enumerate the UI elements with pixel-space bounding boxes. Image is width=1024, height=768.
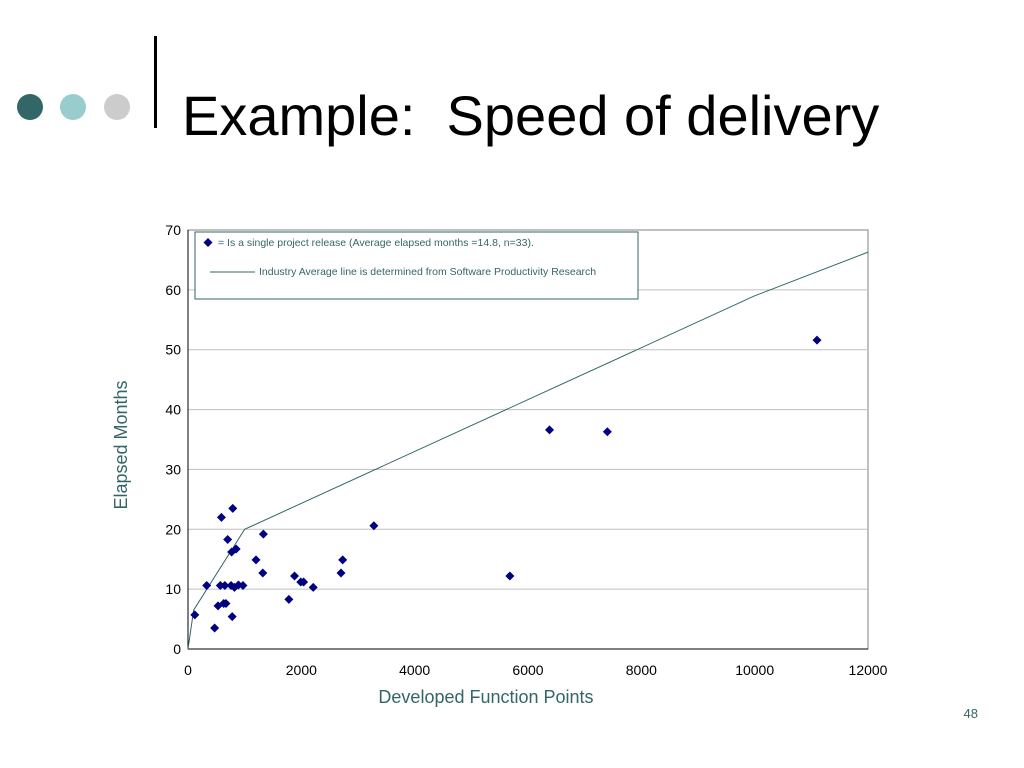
x-tick-label: 10000 xyxy=(735,662,774,678)
gridlines xyxy=(188,289,868,590)
legend: = Is a single project release (Average e… xyxy=(194,231,639,300)
data-point xyxy=(220,581,230,591)
data-point xyxy=(812,335,822,345)
legend-label-points: = Is a single project release (Average e… xyxy=(218,237,534,249)
data-point xyxy=(228,503,238,513)
x-tick-label: 2000 xyxy=(286,662,317,678)
data-point xyxy=(238,581,248,591)
industry-average-line-group xyxy=(187,251,869,650)
data-point xyxy=(227,612,237,622)
y-tick-label: 10 xyxy=(165,581,181,597)
y-tick-label: 70 xyxy=(165,222,181,238)
data-point xyxy=(299,577,309,587)
data-point xyxy=(216,512,226,522)
data-point xyxy=(190,610,200,620)
y-tick-label: 60 xyxy=(165,282,181,298)
y-tick-label: 0 xyxy=(173,641,181,657)
y-tick-label: 30 xyxy=(165,461,181,477)
data-point xyxy=(308,582,318,592)
data-point xyxy=(545,425,555,435)
slide-title: Example: Speed of delivery xyxy=(182,84,880,147)
data-point xyxy=(202,581,212,591)
x-tick-label: 8000 xyxy=(626,662,657,678)
bullet-dot-dark xyxy=(17,94,43,120)
y-tick-labels: 0 10 20 30 40 50 60 70 xyxy=(165,222,181,657)
title-divider xyxy=(154,36,157,128)
data-point xyxy=(258,568,268,578)
x-tick-labels: 0 2000 4000 6000 8000 10000 12000 xyxy=(184,662,888,678)
legend-box xyxy=(194,231,639,300)
data-point xyxy=(221,599,231,609)
y-tick-label: 40 xyxy=(165,402,181,418)
x-tick-label: 0 xyxy=(184,662,192,678)
y-tick-label: 50 xyxy=(165,342,181,358)
data-point xyxy=(251,555,261,565)
slide-number: 48 xyxy=(963,706,978,721)
x-tick-label: 12000 xyxy=(849,662,888,678)
data-point xyxy=(505,571,515,581)
x-tick-label: 6000 xyxy=(512,662,543,678)
data-point xyxy=(258,529,268,539)
data-point xyxy=(290,571,300,581)
data-points xyxy=(190,335,822,633)
data-point xyxy=(336,568,346,578)
x-axis-label: Developed Function Points xyxy=(378,687,593,707)
bullet-dot-gray xyxy=(104,94,130,120)
axes xyxy=(187,230,868,650)
data-point xyxy=(602,427,612,437)
y-tick-label: 20 xyxy=(165,521,181,537)
data-point xyxy=(369,521,379,531)
data-point xyxy=(231,544,241,554)
data-point xyxy=(338,555,348,565)
data-point xyxy=(215,581,225,591)
x-tick-label: 4000 xyxy=(399,662,430,678)
y-axis-label: Elapsed Months xyxy=(111,380,131,509)
data-point xyxy=(210,623,220,633)
bullet-dot-teal xyxy=(60,94,86,120)
industry-average-line xyxy=(187,251,869,650)
legend-diamond-icon xyxy=(203,238,213,247)
data-point xyxy=(284,594,294,604)
data-point xyxy=(223,534,233,544)
legend-label-line: Industry Average line is determined from… xyxy=(259,266,596,278)
